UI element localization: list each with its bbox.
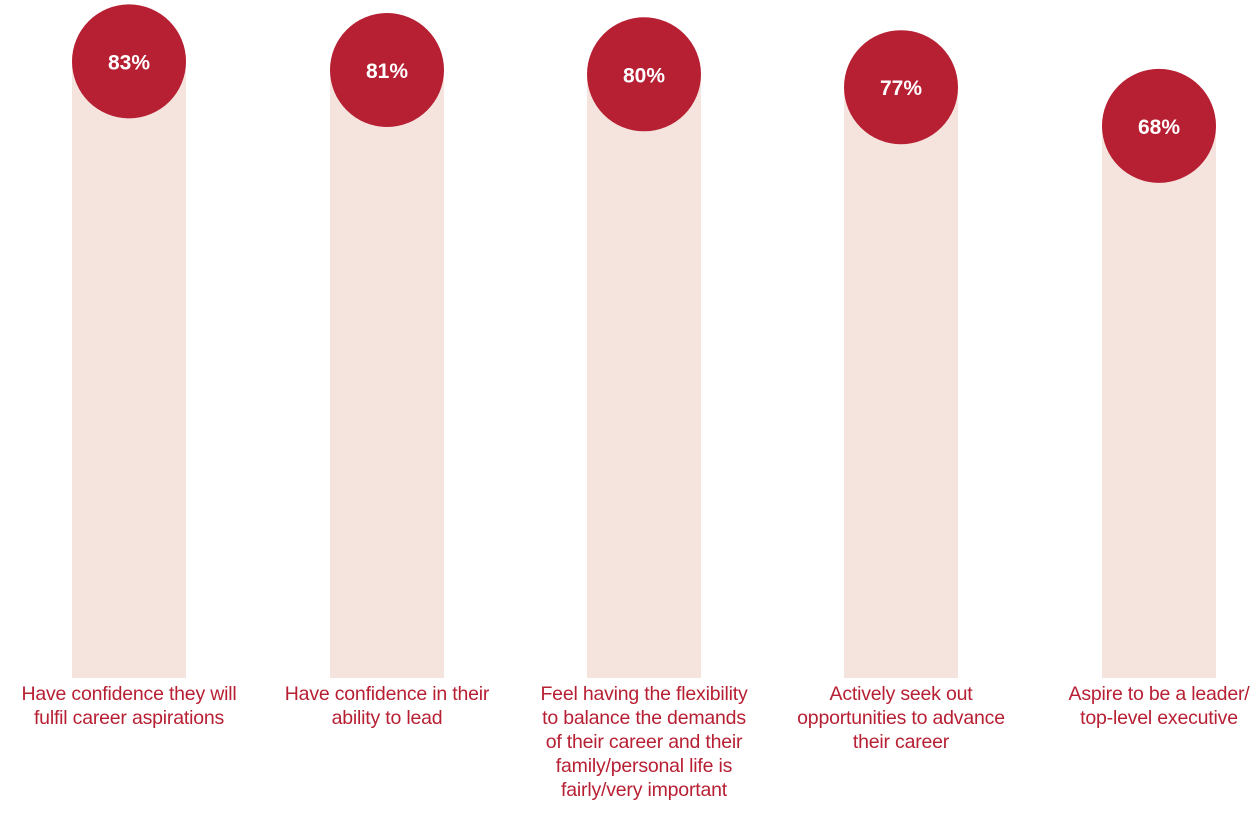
category-label-line: Aspire to be a leader/ bbox=[1068, 683, 1250, 705]
category-label-line: to balance the demands bbox=[542, 707, 746, 729]
value-label-5: 68% bbox=[1138, 116, 1180, 139]
category-label-line: fairly/very important bbox=[561, 779, 727, 801]
value-marker-1 bbox=[72, 4, 186, 119]
category-label-line: of their career and their bbox=[545, 731, 743, 753]
category-label-line: Feel having the flexibility bbox=[540, 683, 748, 705]
value-label-3: 80% bbox=[623, 64, 665, 87]
category-label-line: Actively seek out bbox=[829, 683, 973, 705]
category-label-line: their career bbox=[852, 731, 950, 753]
value-marker-5 bbox=[1102, 68, 1216, 183]
category-label-line: Have confidence in their bbox=[284, 683, 490, 705]
bar-1 bbox=[72, 61, 186, 678]
category-label-5: Aspire to be a leader/top-level executiv… bbox=[1049, 682, 1256, 730]
bar-3 bbox=[587, 74, 701, 679]
category-label-line: ability to lead bbox=[331, 707, 443, 729]
value-label-1: 83% bbox=[108, 51, 150, 74]
value-marker-3 bbox=[587, 17, 701, 132]
value-marker-2 bbox=[330, 13, 444, 127]
category-label-line: family/personal life is bbox=[555, 755, 733, 777]
value-marker-4 bbox=[844, 30, 958, 145]
category-label-line: top-level executive bbox=[1080, 707, 1238, 729]
category-label-line: fulfil career aspirations bbox=[33, 707, 225, 729]
bar-2 bbox=[330, 70, 444, 678]
category-label-3: Feel having the flexibility to balance th… bbox=[534, 682, 754, 802]
category-label-2: Have confidence in their ability to lead bbox=[277, 682, 497, 730]
category-label-1: Have confidence they will fulfil career a… bbox=[19, 682, 239, 730]
bar-5 bbox=[1102, 125, 1216, 678]
value-label-4: 77% bbox=[880, 77, 922, 100]
category-label-line: Have confidence they will bbox=[21, 683, 237, 705]
category-label-line: opportunities to advance bbox=[797, 707, 1005, 729]
value-label-2: 81% bbox=[366, 60, 408, 83]
category-label-4: Actively seek out opportunities to advanc… bbox=[791, 682, 1011, 754]
bar-4 bbox=[844, 87, 958, 678]
